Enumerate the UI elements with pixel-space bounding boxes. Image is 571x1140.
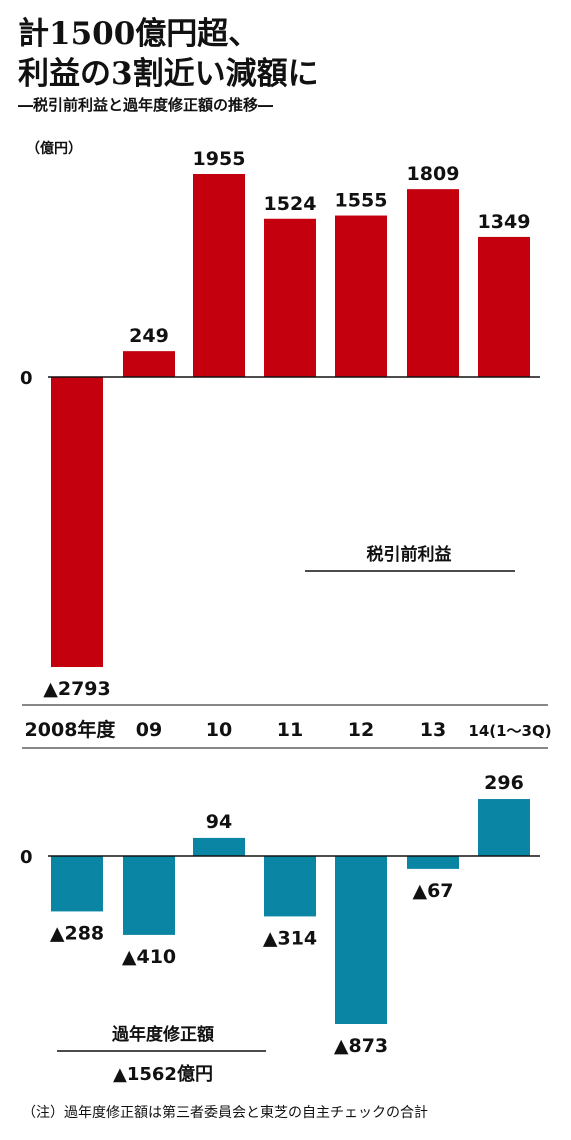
- adjustment-value-label: 296: [484, 772, 524, 794]
- title-line-1: 計1500億円超、: [18, 16, 260, 52]
- title-line-2: 利益の3割近い減額に: [18, 56, 319, 92]
- category-tick-label: 09: [136, 719, 162, 741]
- adjustment-value-label: ▲410: [122, 946, 176, 968]
- profit-value-label: 1349: [478, 211, 531, 233]
- profit-bar: [264, 218, 316, 377]
- profit-series-label: 税引前利益: [367, 544, 452, 565]
- adjustment-value-label: 94: [206, 811, 232, 833]
- profit-bar: [478, 236, 530, 377]
- category-tick-label: 2008年度: [25, 718, 117, 741]
- adjustment-value-label: ▲873: [334, 1035, 388, 1057]
- profit-bar: [335, 215, 387, 377]
- adjustment-bar: [193, 837, 245, 856]
- adjustment-value-label: ▲67: [412, 880, 453, 902]
- chart-title: 計1500億円超、 利益の3割近い減額に: [18, 14, 558, 94]
- category-tick-label: 11: [277, 719, 303, 741]
- profit-bar: [51, 377, 103, 668]
- adjustment-series-label: 過年度修正額: [112, 1024, 214, 1045]
- footnote: （注）過年度修正額は第三者委員会と東芝の自主チェックの合計: [22, 1105, 428, 1121]
- profit-value-label: 1955: [193, 148, 246, 170]
- chart-subtitle: ―税引前利益と過年度修正額の推移―: [18, 96, 274, 114]
- category-tick-label: 14(1～3Q): [468, 722, 551, 740]
- adjustment-bar: [335, 856, 387, 1024]
- category-tick-label: 13: [420, 719, 446, 741]
- profit-zero-tick: 0: [20, 368, 33, 389]
- profit-bar: [123, 351, 175, 377]
- adjustment-value-label: ▲288: [50, 922, 104, 944]
- adjustment-bar: [123, 856, 175, 935]
- profit-value-label: 1809: [407, 163, 460, 185]
- adjustment-bar: [478, 799, 530, 856]
- profit-value-label: ▲2793: [43, 678, 111, 700]
- profit-bar: [193, 174, 245, 377]
- adjustment-bar: [264, 856, 316, 917]
- profit-value-label: 249: [129, 325, 169, 347]
- profit-value-label: 1555: [335, 190, 388, 212]
- adjustment-total-label: ▲1562億円: [113, 1063, 213, 1085]
- adjustment-bar: [407, 856, 459, 869]
- unit-label: （億円）: [26, 140, 82, 157]
- adjustment-zero-tick: 0: [20, 847, 33, 868]
- profit-bar: [407, 189, 459, 377]
- category-tick-label: 10: [206, 719, 232, 741]
- adjustment-bar: [51, 856, 103, 912]
- adjustment-value-label: ▲314: [263, 927, 317, 949]
- category-tick-label: 12: [348, 719, 374, 741]
- profit-value-label: 1524: [264, 193, 317, 215]
